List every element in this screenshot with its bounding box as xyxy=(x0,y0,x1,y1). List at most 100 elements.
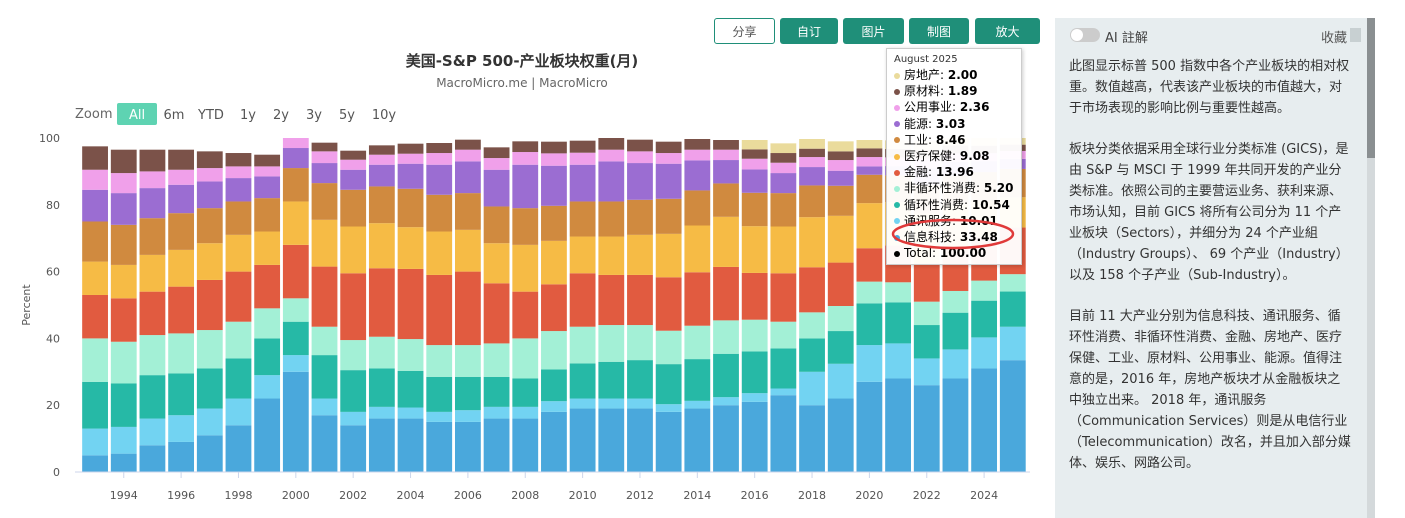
bar-segment xyxy=(770,395,797,472)
series-value: 33.48 xyxy=(959,230,998,245)
bar-segment xyxy=(368,164,395,187)
bar-segment xyxy=(569,164,596,202)
bar-segment xyxy=(397,339,424,371)
bar-segment xyxy=(885,282,911,303)
bar-segment xyxy=(541,240,567,285)
bar-segment xyxy=(139,418,166,446)
bar-segment xyxy=(282,321,309,356)
bar-segment xyxy=(598,274,625,326)
series-value: 13.96 xyxy=(935,165,974,180)
bar-segment xyxy=(311,163,338,184)
series-name: 信息科技 xyxy=(904,230,953,245)
toolbar-button[interactable]: 分享 xyxy=(714,18,775,44)
bar-segment xyxy=(827,170,854,186)
bar-segment xyxy=(139,171,166,189)
bar-segment xyxy=(684,325,711,360)
toggle[interactable] xyxy=(1070,28,1100,42)
bar-segment xyxy=(827,306,854,332)
bar-segment xyxy=(282,244,309,299)
y-tick-label: 0 xyxy=(53,466,60,479)
bar-segment xyxy=(598,325,625,362)
bar-segment xyxy=(196,368,223,409)
toolbar-button[interactable]: 制图 xyxy=(909,18,969,44)
bar-segment xyxy=(426,376,453,412)
bar-segment xyxy=(454,149,481,162)
bar-segment xyxy=(942,349,969,379)
y-axis-label: Percent xyxy=(20,284,33,326)
bar-segment xyxy=(971,280,998,301)
bar-segment xyxy=(110,193,137,225)
bar-segment xyxy=(397,188,424,228)
bar-segment xyxy=(168,286,195,334)
bar-segment xyxy=(569,363,596,399)
bar-segment xyxy=(856,281,883,304)
bar-segment xyxy=(82,455,108,472)
favorite[interactable]: 收藏 xyxy=(1320,31,1347,46)
bar-segment xyxy=(168,415,195,442)
x-tick-label: 2002 xyxy=(339,489,367,502)
chart-title: 美国-S&P 500-产业板块权重(月) xyxy=(406,52,639,70)
bar-segment xyxy=(684,139,711,150)
bar-segment xyxy=(139,375,166,419)
bar-segment xyxy=(942,378,969,472)
bar-segment xyxy=(942,312,969,350)
bar-segment xyxy=(82,381,108,429)
zoom-buttons: All 6m YTD 1y 2y 3y 5y 10y xyxy=(117,103,396,125)
bar-segment xyxy=(483,406,510,419)
zoom-button[interactable]: 1y xyxy=(240,108,256,123)
bar-segment xyxy=(627,360,653,399)
legend-dot xyxy=(894,234,900,241)
bar-segment xyxy=(397,418,424,472)
bar-segment xyxy=(282,168,309,202)
bar-segment xyxy=(512,406,539,419)
zoom-option: 1y xyxy=(240,108,256,123)
button-label: 分享 xyxy=(732,24,757,39)
bar-segment xyxy=(368,145,395,155)
zoom-button[interactable]: 3y xyxy=(306,108,322,123)
panel-text: 此图显示标普 500 指数中各个产业板块的相对权重。数值越高，代表该产业板块的市… xyxy=(1055,56,1375,474)
bar-segment xyxy=(627,163,653,200)
bar-segment xyxy=(254,375,281,399)
series-value: 1.89 xyxy=(947,84,978,99)
zoom-button[interactable]: 6m xyxy=(164,108,185,123)
bar-segment xyxy=(713,266,739,321)
bar-segment xyxy=(627,139,653,152)
zoom-button[interactable]: All xyxy=(117,103,157,125)
bar-segment xyxy=(225,153,252,167)
bar-segment xyxy=(598,138,625,150)
bar-segment xyxy=(254,176,281,199)
toolbar-button[interactable]: 自订 xyxy=(780,18,838,44)
zoom-button[interactable]: YTD xyxy=(197,108,224,123)
tooltip-row: 公用事业: 2.36 xyxy=(894,99,1014,115)
bar-segment xyxy=(110,224,137,265)
bar-segment xyxy=(770,226,797,274)
x-tick-label: 2008 xyxy=(511,489,539,502)
bar-segment xyxy=(885,343,911,379)
bar-segment xyxy=(713,140,739,150)
toolbar-button[interactable]: 图片 xyxy=(843,18,904,44)
panel-header: AI 註解 收藏 xyxy=(1055,18,1375,56)
toolbar-button[interactable]: 放大 xyxy=(975,18,1040,44)
bar-segment xyxy=(741,169,768,193)
x-tick-label: 2020 xyxy=(855,489,883,502)
zoom-button[interactable]: 2y xyxy=(273,108,289,123)
bar-segment xyxy=(426,274,453,346)
bar-segment xyxy=(368,186,395,224)
bar-segment xyxy=(856,303,883,346)
bar-segment xyxy=(885,378,911,472)
zoom-button[interactable]: 5y xyxy=(339,108,355,123)
bar-segment xyxy=(254,398,281,472)
x-tick-label: 2016 xyxy=(741,489,769,502)
bar-segment xyxy=(799,338,825,372)
paragraph: 目前 11 大产业分别为信息科技、通讯服务、循环性消费、非循环性消费、金融、房地… xyxy=(1069,309,1351,471)
bar-segment xyxy=(196,208,223,244)
bar-segment xyxy=(225,321,252,359)
bar-segment xyxy=(368,368,395,407)
bar-segment xyxy=(168,213,195,250)
zoom-button[interactable]: 10y xyxy=(372,108,397,123)
bar-segment xyxy=(512,164,539,209)
bar-segment xyxy=(454,193,481,230)
y-tick-label: 80 xyxy=(46,199,60,212)
bar-segment xyxy=(856,248,883,282)
bar-segment xyxy=(196,408,223,436)
